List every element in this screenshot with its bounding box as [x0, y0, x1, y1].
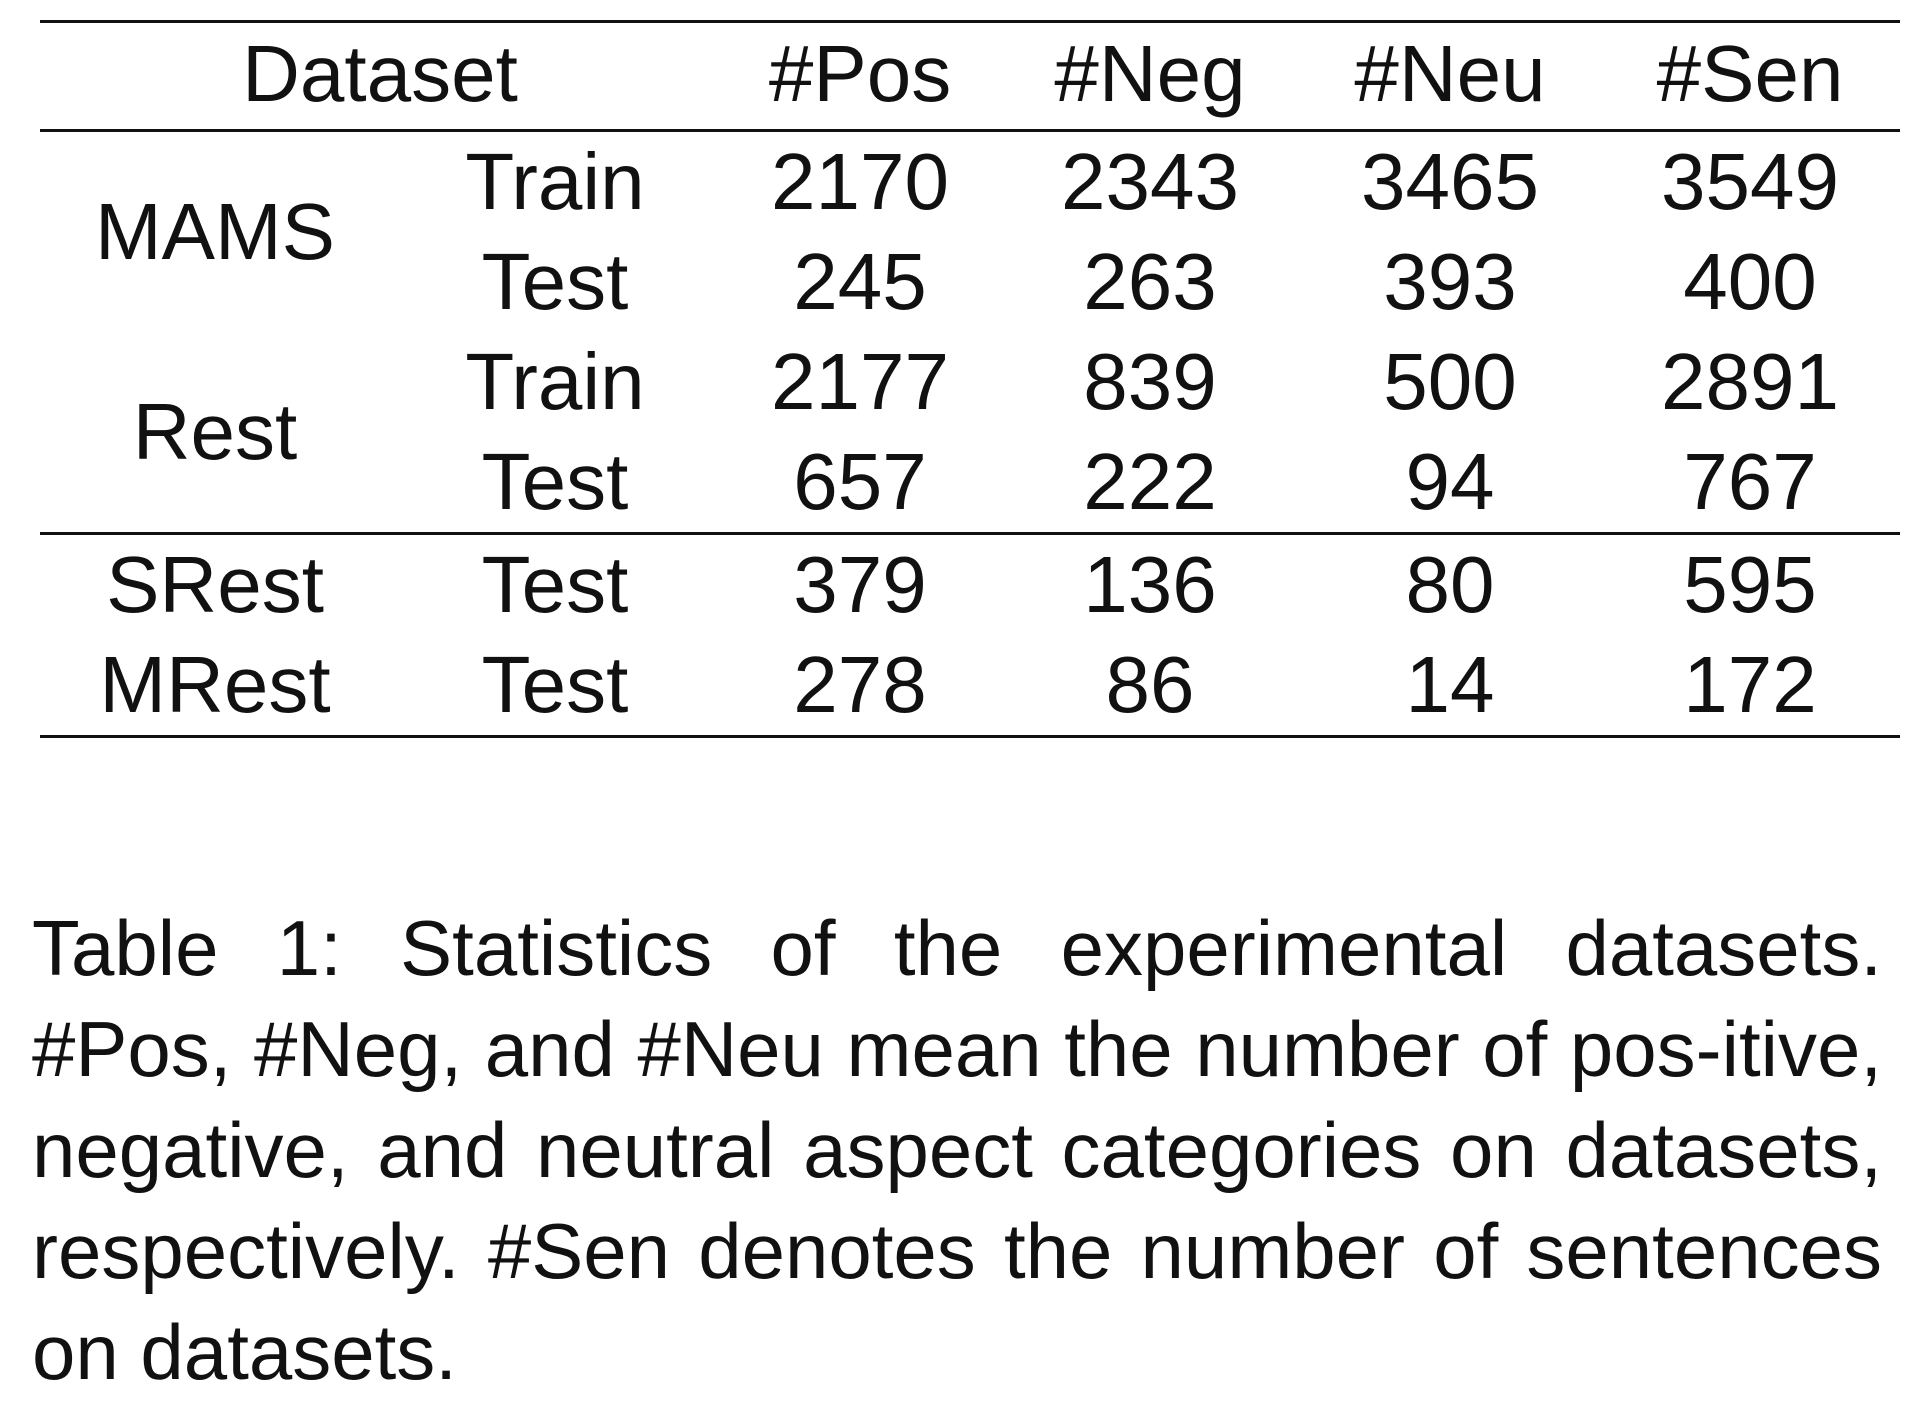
pos-cell: 379 [793, 540, 927, 629]
table-row: MRest Test 278 86 14 172 [40, 635, 1900, 737]
table-caption: Table 1: Statistics of the experimental … [32, 904, 1882, 1396]
neu-cell: 80 [1405, 540, 1495, 629]
neu-cell: 94 [1405, 437, 1495, 526]
header-neu: #Neu [1354, 29, 1546, 118]
split-cell: Train [465, 137, 645, 226]
neu-cell: 393 [1383, 237, 1517, 326]
sen-cell: 767 [1683, 437, 1817, 526]
split-cell: Train [465, 337, 645, 426]
neu-cell: 500 [1383, 337, 1517, 426]
statistics-table: Dataset #Pos #Neg #Neu #Sen MAMS Train 2… [40, 20, 1901, 738]
neu-cell: 14 [1405, 640, 1495, 729]
neu-cell: 3465 [1361, 137, 1539, 226]
header-pos: #Pos [768, 29, 952, 118]
table-row: Test 657 222 94 767 [40, 432, 1900, 534]
neg-cell: 222 [1083, 437, 1217, 526]
table-row: MAMS Train 2170 2343 3465 3549 [40, 131, 1900, 272]
pos-cell: 2177 [771, 337, 949, 426]
table-header-row: Dataset #Pos #Neg #Neu #Sen [40, 21, 1901, 131]
neg-cell: 136 [1083, 540, 1217, 629]
sen-cell: 2891 [1661, 337, 1839, 426]
table-row: Rest Train 2177 839 500 2891 [40, 332, 1900, 472]
pos-cell: 278 [793, 640, 927, 729]
split-cell: Test [481, 540, 629, 629]
split-cell: Test [481, 237, 629, 326]
neg-cell: 2343 [1061, 137, 1239, 226]
header-sen: #Sen [1656, 29, 1844, 118]
neg-cell: 839 [1083, 337, 1217, 426]
statistics-table-container: Dataset #Pos #Neg #Neu #Sen MAMS Train 2… [40, 20, 1901, 738]
group-name-mams: MAMS [95, 187, 335, 276]
group-name-srest: SRest [106, 540, 324, 629]
sen-cell: 400 [1683, 237, 1817, 326]
sen-cell: 3549 [1661, 137, 1839, 226]
header-dataset: Dataset [242, 29, 518, 118]
sen-cell: 595 [1683, 540, 1817, 629]
split-cell: Test [481, 640, 629, 729]
table-row: Test 245 263 393 400 [40, 232, 1900, 332]
group-name-rest: Rest [132, 387, 298, 476]
header-neg: #Neg [1054, 29, 1246, 118]
split-cell: Test [481, 437, 629, 526]
pos-cell: 657 [793, 437, 927, 526]
table-row: SRest Test 379 136 80 595 [40, 534, 1900, 636]
neg-cell: 86 [1105, 640, 1195, 729]
sen-cell: 172 [1683, 640, 1817, 729]
pos-cell: 2170 [771, 137, 949, 226]
pos-cell: 245 [793, 237, 927, 326]
neg-cell: 263 [1083, 237, 1217, 326]
group-name-mrest: MRest [99, 640, 331, 729]
